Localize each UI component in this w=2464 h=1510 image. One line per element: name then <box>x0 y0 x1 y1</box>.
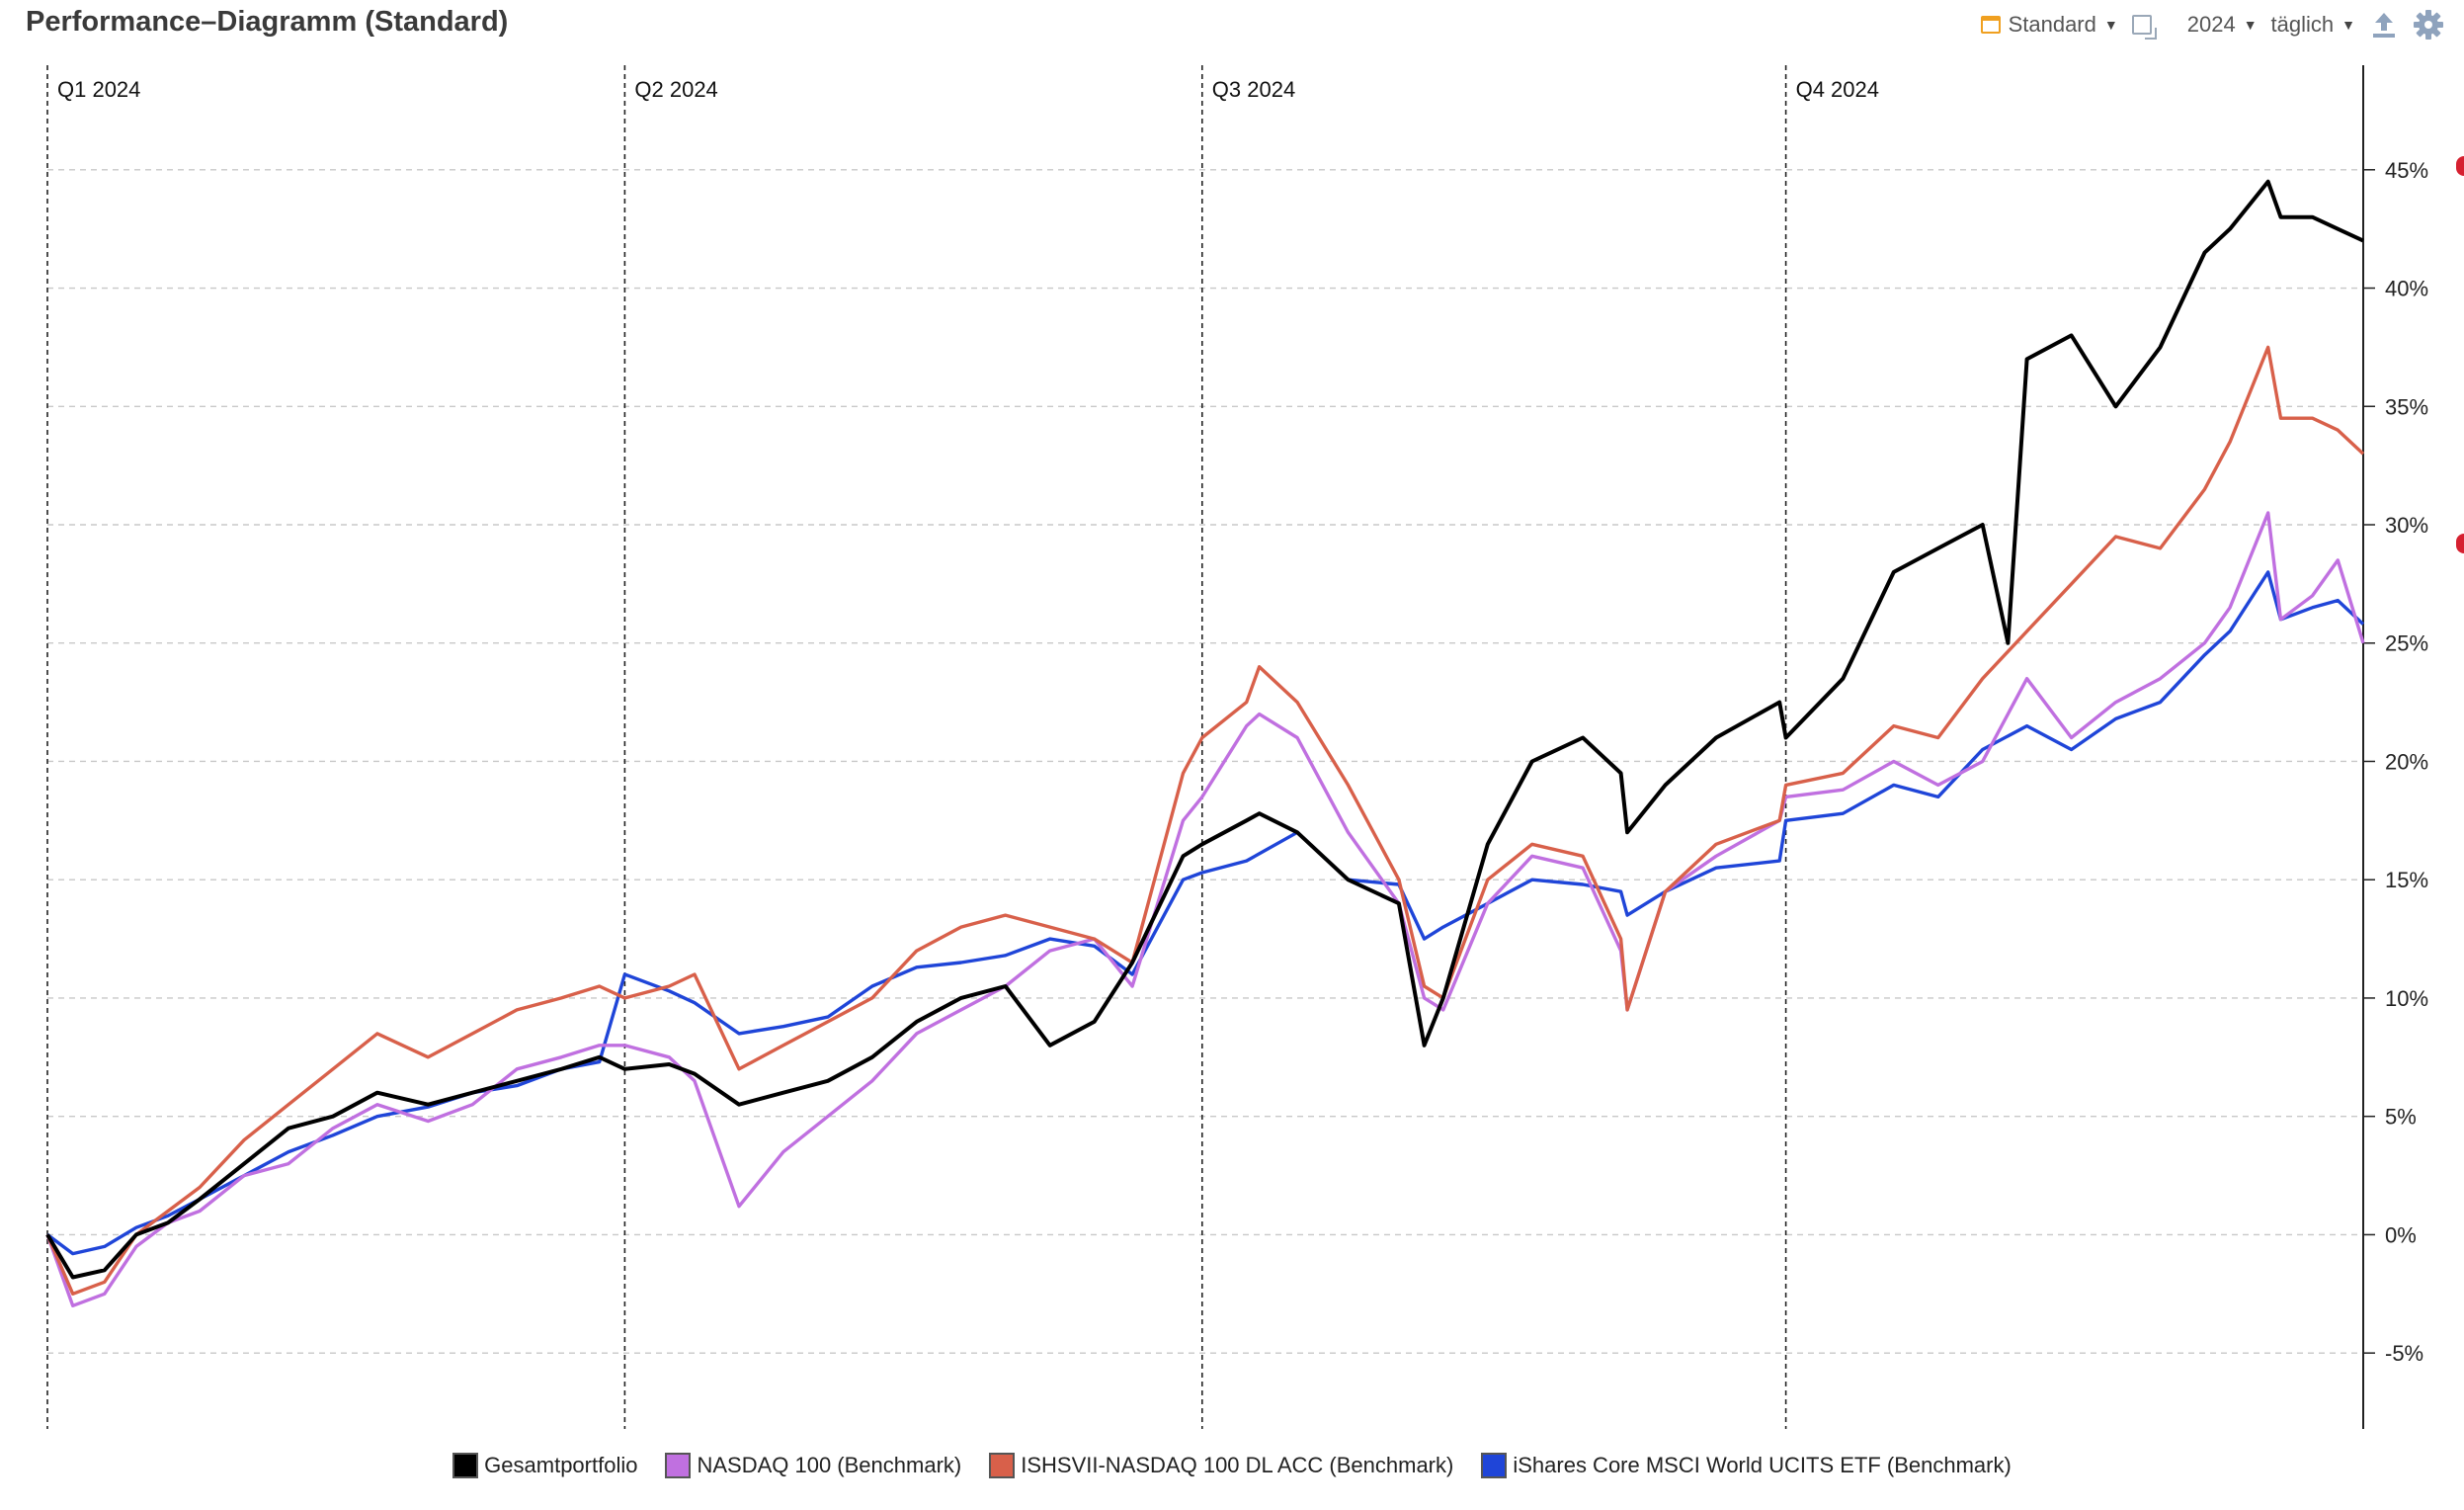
upload-icon <box>2373 13 2395 38</box>
gear-icon <box>2414 10 2443 40</box>
marker-dot <box>2456 156 2464 176</box>
y-tick-label: 15% <box>2385 868 2428 892</box>
quarter-label: Q4 2024 <box>1796 77 1879 102</box>
settings-button[interactable] <box>2413 9 2444 41</box>
page-title: Performance–Diagramm (Standard) <box>26 6 509 38</box>
y-tick-label: 45% <box>2385 158 2428 183</box>
y-tick-label: -5% <box>2385 1341 2423 1366</box>
legend-item-msci-world[interactable]: iShares Core MSCI World UCITS ETF (Bench… <box>1481 1453 2012 1478</box>
y-tick-label: 0% <box>2385 1222 2417 1247</box>
frame-icon <box>2131 15 2157 40</box>
interval-label: täglich <box>2270 12 2335 37</box>
legend-swatch <box>989 1453 1016 1478</box>
legend-item-gesamtportfolio[interactable]: Gesamtportfolio <box>452 1453 637 1478</box>
legend-label: iShares Core MSCI World UCITS ETF (Bench… <box>1513 1453 2012 1477</box>
year-dropdown[interactable]: 2024 ▼ <box>2187 12 2258 38</box>
quarter-label: Q1 2024 <box>57 77 140 102</box>
y-tick-label: 5% <box>2385 1105 2417 1130</box>
quarter-label: Q3 2024 <box>1212 77 1295 102</box>
mode-label: Standard <box>2008 12 2096 37</box>
chevron-down-icon: ▼ <box>2103 17 2118 33</box>
y-tick-label: 20% <box>2385 749 2428 774</box>
y-tick-label: 30% <box>2385 513 2428 538</box>
y-tick-label: 10% <box>2385 986 2428 1011</box>
legend-swatch <box>1481 1453 1508 1478</box>
chart-toolbar: Standard ▼ 2024 ▼ täglich ▼ <box>1980 8 2444 42</box>
legend-swatch <box>452 1453 479 1478</box>
interval-dropdown[interactable]: täglich ▼ <box>2271 12 2355 38</box>
year-label: 2024 <box>2186 12 2236 37</box>
chart-legend: Gesamtportfolio NASDAQ 100 (Benchmark) I… <box>0 1453 2464 1478</box>
calendar-icon <box>1980 16 2001 34</box>
export-button[interactable] <box>2369 10 2399 40</box>
legend-label: Gesamtportfolio <box>484 1453 638 1477</box>
legend-item-nasdaq-100[interactable]: NASDAQ 100 (Benchmark) <box>665 1453 961 1478</box>
mode-dropdown[interactable]: Standard ▼ <box>1980 12 2118 38</box>
series-line-2 <box>45 345 2365 1296</box>
legend-item-ishsvii-nasdaq[interactable]: ISHSVII-NASDAQ 100 DL ACC (Benchmark) <box>989 1453 1453 1478</box>
y-tick-label: 25% <box>2385 631 2428 656</box>
legend-swatch <box>665 1453 692 1478</box>
legend-label: NASDAQ 100 (Benchmark) <box>697 1453 962 1477</box>
chevron-down-icon: ▼ <box>2341 17 2355 33</box>
chevron-down-icon: ▼ <box>2243 17 2258 33</box>
series-line-3 <box>45 179 2364 1280</box>
quarter-label: Q2 2024 <box>634 77 717 102</box>
series-line-0 <box>45 570 2365 1256</box>
performance-chart: 45% 40% 35% 30% 25% 20% 15% 10% 5% 0% -5% Q1 2024 Q2… <box>45 65 2428 1429</box>
frame-button[interactable] <box>2131 15 2157 40</box>
marker-dot <box>2456 534 2464 553</box>
chart-header: Performance–Diagramm (Standard) Standard… <box>0 0 2464 45</box>
y-tick-label: 40% <box>2385 277 2428 301</box>
y-tick-label: 35% <box>2385 394 2428 419</box>
series-line-1 <box>45 511 2365 1307</box>
legend-label: ISHSVII-NASDAQ 100 DL ACC (Benchmark) <box>1021 1453 1454 1477</box>
